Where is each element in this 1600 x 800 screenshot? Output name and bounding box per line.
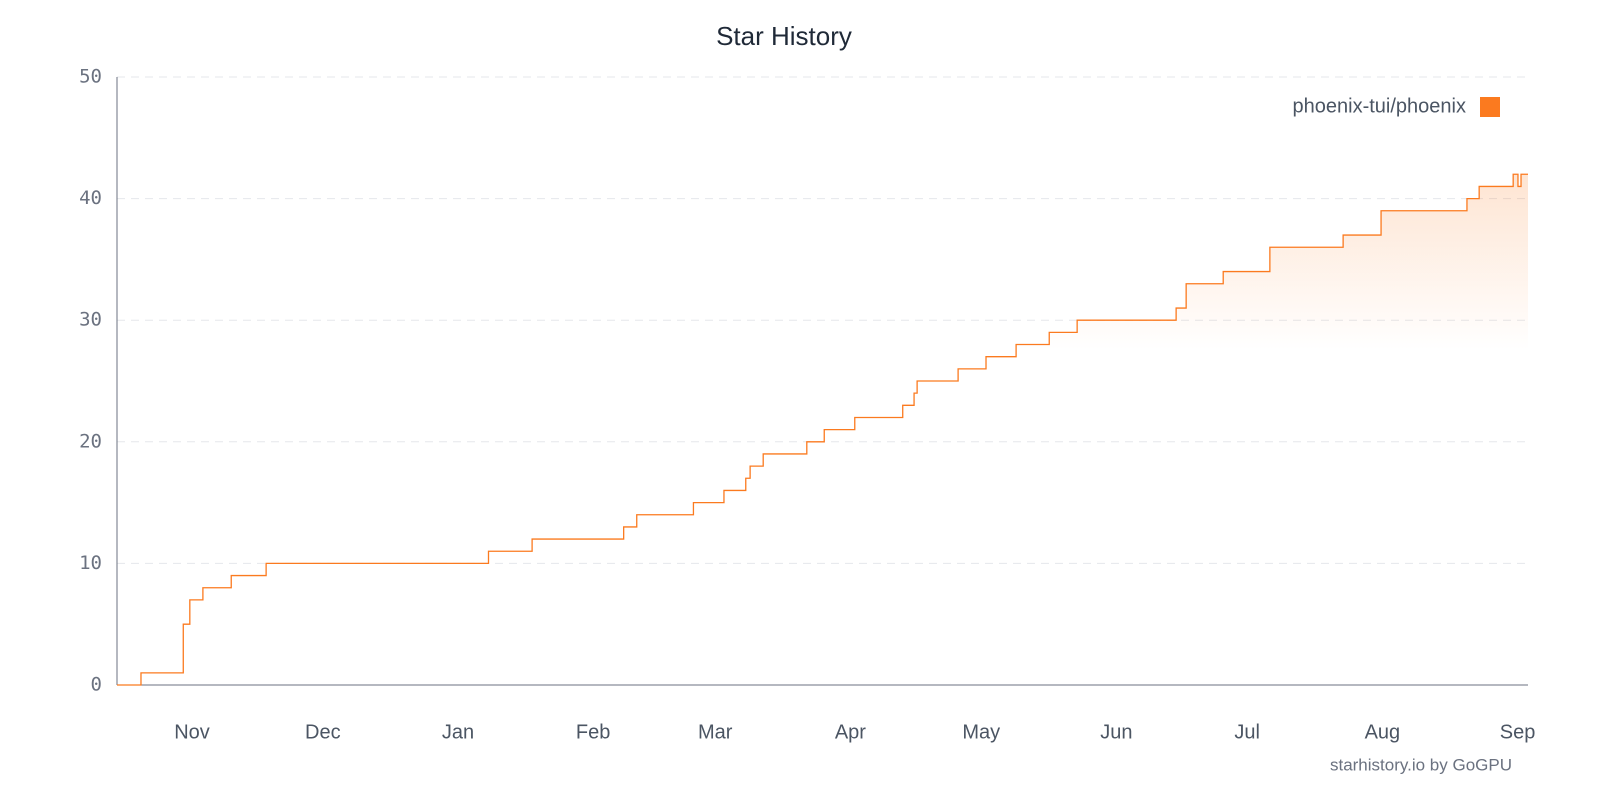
x-tick-label: Dec <box>305 721 341 743</box>
legend-swatch <box>1480 97 1500 117</box>
y-tick-label: 30 <box>79 309 102 331</box>
credit: starhistory.io by GoGPU <box>1330 755 1512 774</box>
legend-label: phoenix-tui/phoenix <box>1293 95 1466 117</box>
x-tick-label: Nov <box>174 721 210 743</box>
x-tick-label: May <box>962 721 1000 743</box>
area <box>117 174 1528 685</box>
y-tick-label: 50 <box>79 66 102 88</box>
x-tick-label: Jul <box>1234 721 1260 743</box>
chart-title: Star History <box>716 21 852 51</box>
x-tick-label: Feb <box>576 721 610 743</box>
x-tick-label: Mar <box>698 721 733 743</box>
x-tick-label: Jan <box>442 721 474 743</box>
series-line <box>117 173 1528 686</box>
y-tick-label: 0 <box>91 674 102 696</box>
x-tick-label: Aug <box>1365 721 1401 743</box>
y-tick-label: 10 <box>79 552 102 574</box>
x-tick-label: Sep <box>1500 721 1536 743</box>
y-tick-label: 20 <box>79 430 102 452</box>
y-tick-label: 40 <box>79 187 102 209</box>
x-tick-label: Apr <box>835 721 866 743</box>
x-tick-label: Jun <box>1100 721 1132 743</box>
